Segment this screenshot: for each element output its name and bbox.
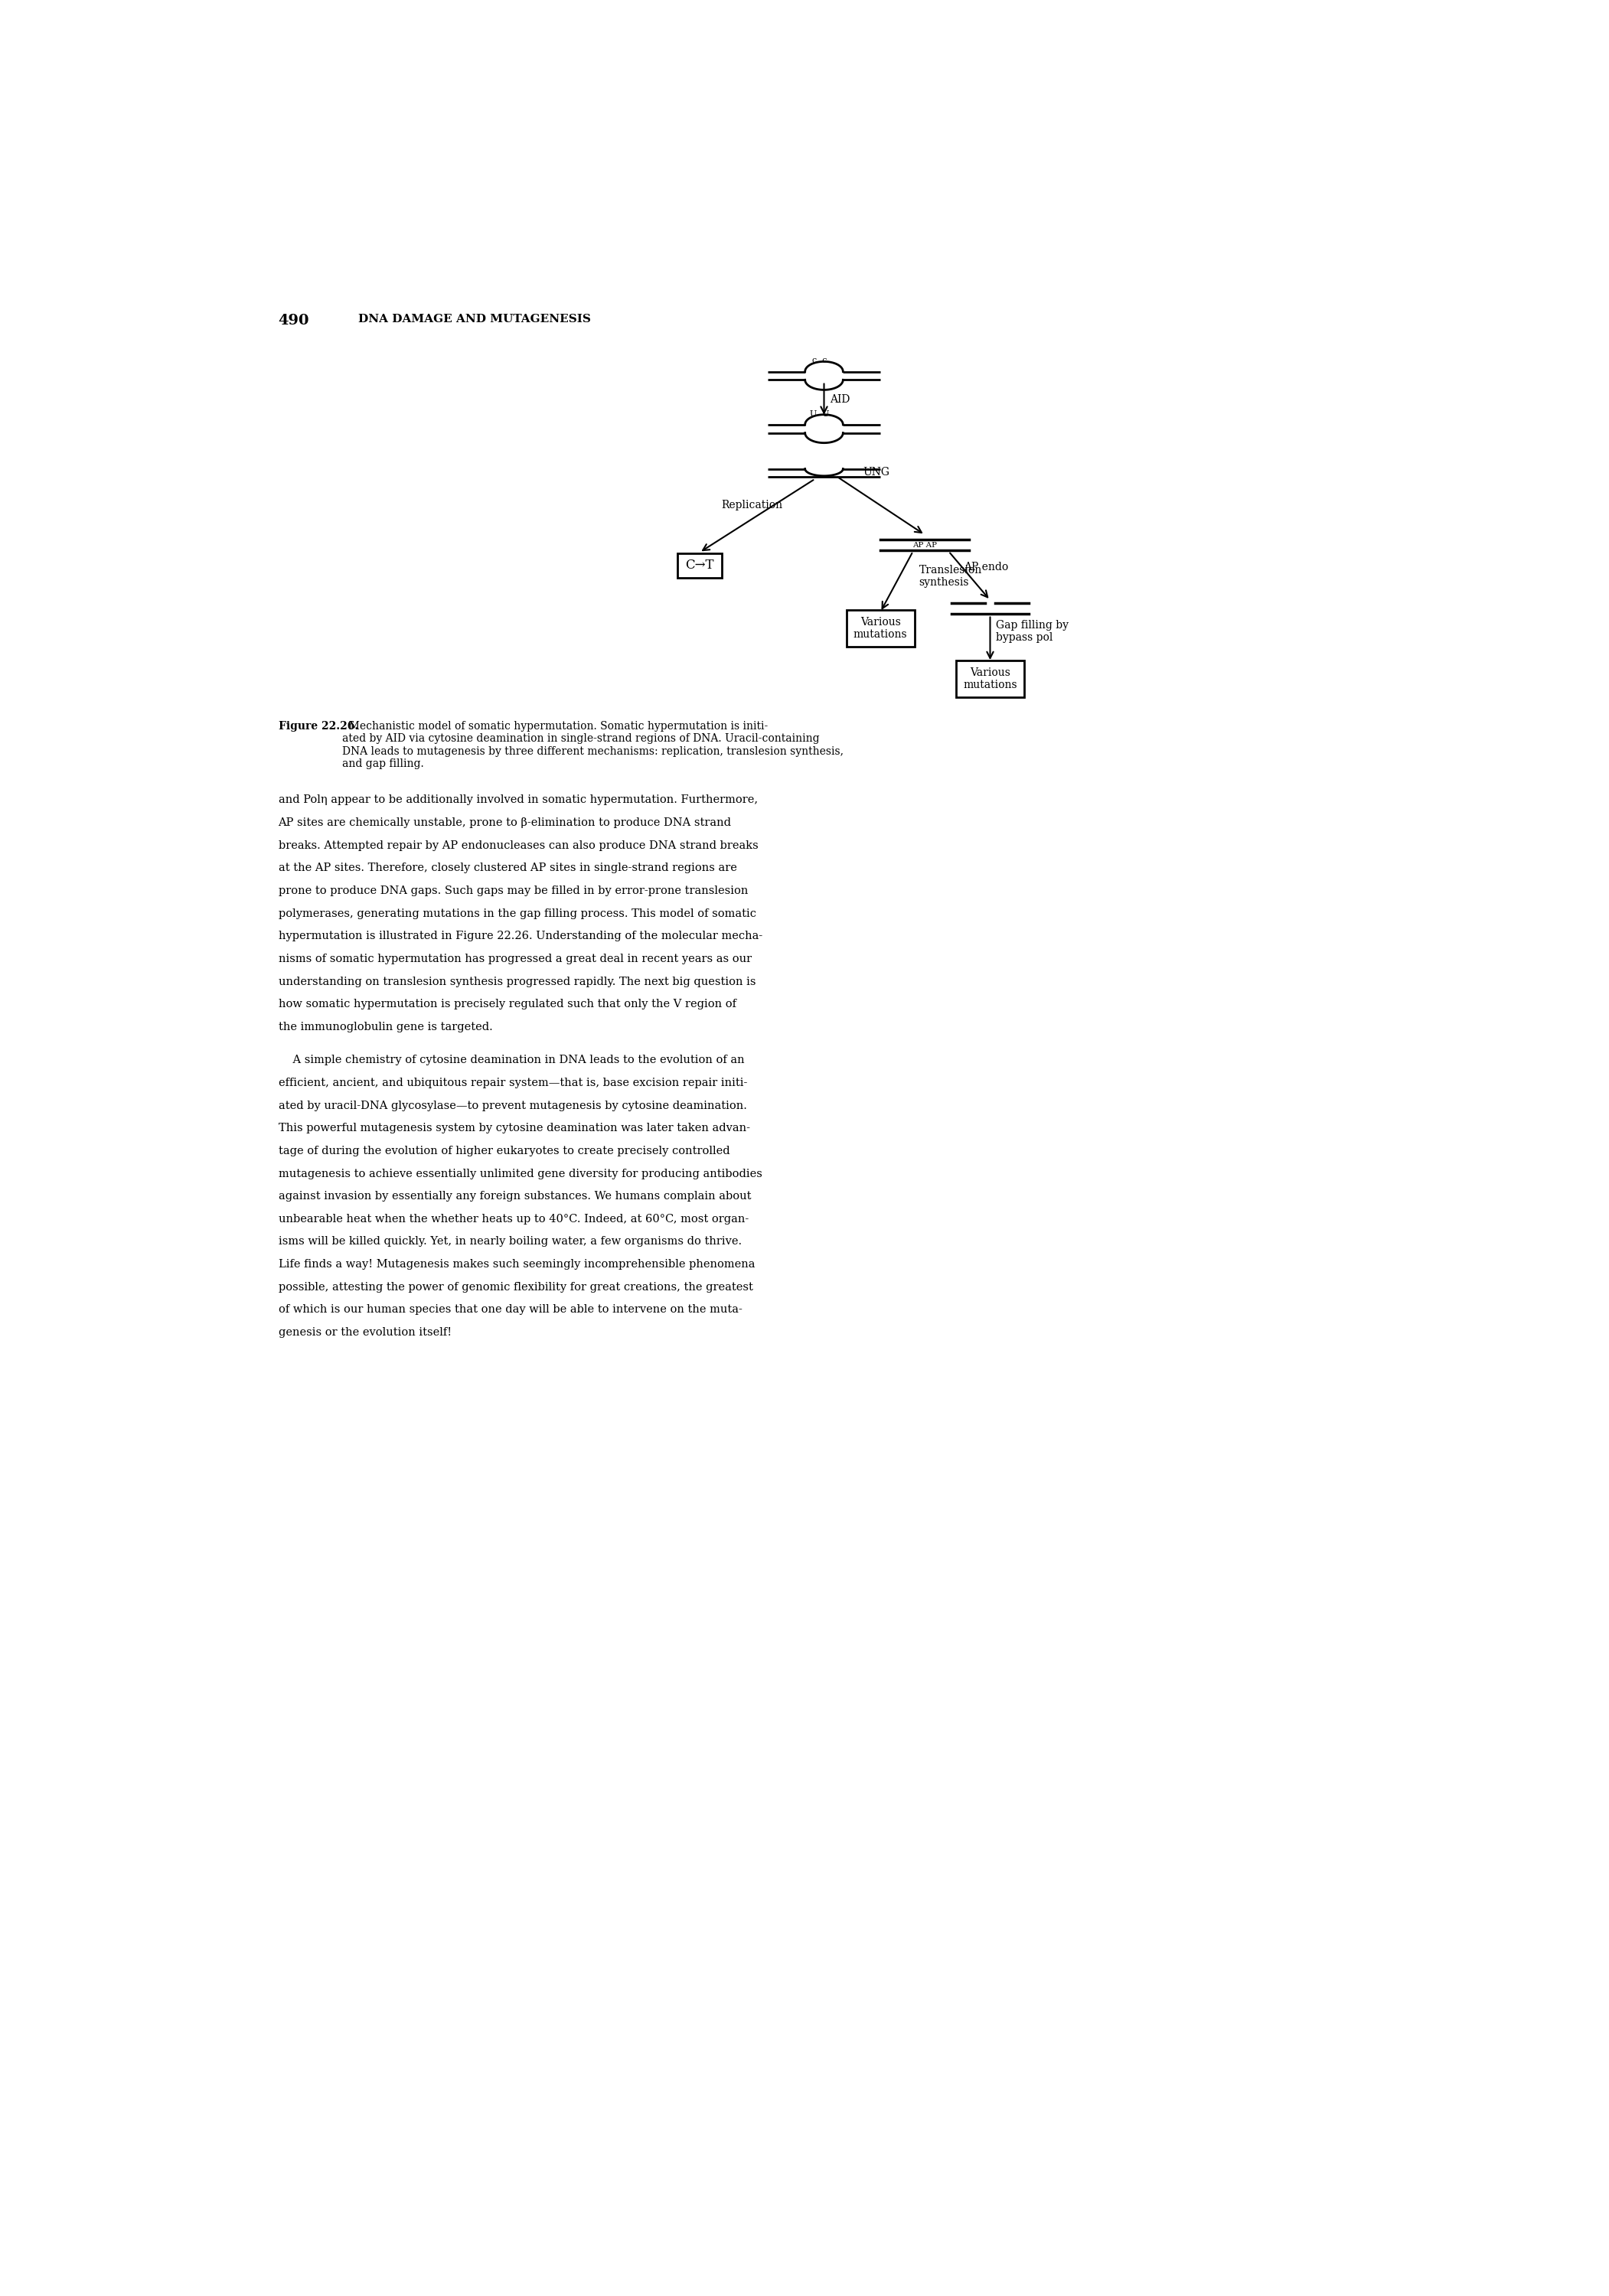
Text: AP sites are chemically unstable, prone to β-elimination to produce DNA strand: AP sites are chemically unstable, prone … — [278, 817, 732, 829]
Text: mutagenesis to achieve essentially unlimited gene diversity for producing antibo: mutagenesis to achieve essentially unlim… — [278, 1169, 763, 1180]
Text: hypermutation is illustrated in Figure 22.26. Understanding of the molecular mec: hypermutation is illustrated in Figure 2… — [278, 930, 763, 941]
Text: This powerful mutagenesis system by cytosine deamination was later taken advan-: This powerful mutagenesis system by cyto… — [278, 1123, 750, 1134]
Text: genesis or the evolution itself!: genesis or the evolution itself! — [278, 1327, 452, 1339]
Bar — [846, 611, 914, 647]
Bar — [677, 553, 722, 579]
Text: Mechanistic model of somatic hypermutation. Somatic hypermutation is initi-
ated: Mechanistic model of somatic hypermutati… — [343, 721, 843, 769]
Text: the immunoglobulin gene is targeted.: the immunoglobulin gene is targeted. — [278, 1022, 492, 1033]
Text: AID: AID — [830, 395, 850, 404]
Bar — [956, 661, 1025, 698]
Text: ated by uracil-DNA glycosylase—to prevent mutagenesis by cytosine deamination.: ated by uracil-DNA glycosylase—to preven… — [278, 1100, 747, 1111]
Text: possible, attesting the power of genomic flexibility for great creations, the gr: possible, attesting the power of genomic… — [278, 1281, 753, 1293]
Text: AP AP: AP AP — [912, 542, 936, 549]
Text: how somatic hypermutation is precisely regulated such that only the V region of: how somatic hypermutation is precisely r… — [278, 999, 735, 1010]
Text: Figure 22.26.: Figure 22.26. — [278, 721, 359, 732]
Text: A simple chemistry of cytosine deamination in DNA leads to the evolution of an: A simple chemistry of cytosine deaminati… — [278, 1054, 743, 1065]
Text: isms will be killed quickly. Yet, in nearly boiling water, a few organisms do th: isms will be killed quickly. Yet, in nea… — [278, 1235, 742, 1247]
Text: and Polη appear to be additionally involved in somatic hypermutation. Furthermor: and Polη appear to be additionally invol… — [278, 794, 758, 806]
Text: of which is our human species that one day will be able to intervene on the muta: of which is our human species that one d… — [278, 1304, 742, 1316]
Text: Gap filling by
bypass pol: Gap filling by bypass pol — [996, 620, 1068, 643]
Text: Replication: Replication — [721, 501, 782, 510]
Text: unbearable heat when the whether heats up to 40°C. Indeed, at 60°C, most organ-: unbearable heat when the whether heats u… — [278, 1215, 748, 1224]
Text: breaks. Attempted repair by AP endonucleases can also produce DNA strand breaks: breaks. Attempted repair by AP endonucle… — [278, 840, 758, 852]
Text: tage of during the evolution of higher eukaryotes to create precisely controlled: tage of during the evolution of higher e… — [278, 1146, 729, 1157]
Text: against invasion by essentially any foreign substances. We humans complain about: against invasion by essentially any fore… — [278, 1192, 751, 1201]
Text: understanding on translesion synthesis progressed rapidly. The next big question: understanding on translesion synthesis p… — [278, 976, 756, 987]
Text: UNG: UNG — [862, 466, 890, 478]
Text: efficient, ancient, and ubiquitous repair system—that is, base excision repair i: efficient, ancient, and ubiquitous repai… — [278, 1077, 747, 1088]
Text: prone to produce DNA gaps. Such gaps may be filled in by error-prone translesion: prone to produce DNA gaps. Such gaps may… — [278, 886, 748, 895]
Text: polymerases, generating mutations in the gap filling process. This model of soma: polymerases, generating mutations in the… — [278, 909, 756, 918]
Text: nisms of somatic hypermutation has progressed a great deal in recent years as ou: nisms of somatic hypermutation has progr… — [278, 953, 751, 964]
Text: c  c: c c — [813, 356, 827, 365]
Text: U  U: U U — [809, 411, 829, 418]
Text: AP endo: AP endo — [964, 563, 1007, 572]
Text: Various
mutations: Various mutations — [853, 618, 907, 641]
Text: C→T: C→T — [685, 558, 714, 572]
Text: at the AP sites. Therefore, closely clustered AP sites in single-strand regions : at the AP sites. Therefore, closely clus… — [278, 863, 737, 872]
Text: Life finds a way! Mutagenesis makes such seemingly incomprehensible phenomena: Life finds a way! Mutagenesis makes such… — [278, 1258, 755, 1270]
Text: Translesion
synthesis: Translesion synthesis — [919, 565, 981, 588]
Text: Various
mutations: Various mutations — [964, 668, 1017, 691]
Text: DNA DAMAGE AND MUTAGENESIS: DNA DAMAGE AND MUTAGENESIS — [359, 315, 591, 324]
Text: 490: 490 — [278, 315, 309, 328]
